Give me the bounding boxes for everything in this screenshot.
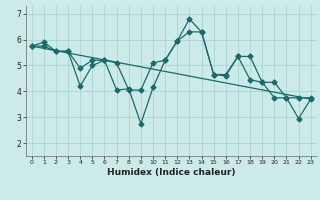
X-axis label: Humidex (Indice chaleur): Humidex (Indice chaleur) bbox=[107, 168, 236, 177]
